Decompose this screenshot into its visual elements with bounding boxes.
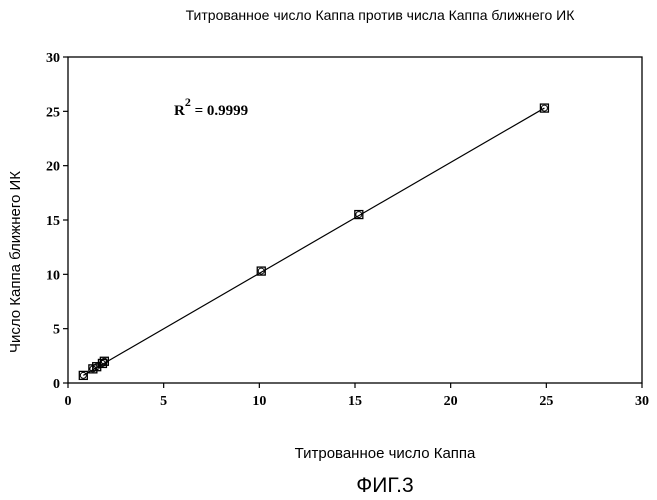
r-squared-annotation: R2 = 0.9999: [174, 95, 248, 119]
y-axis-ticks: 0 5 10 15 20 25 30: [46, 51, 68, 392]
y-tick-label: 5: [53, 323, 60, 338]
y-axis-label: Число Каппа ближнего ИК: [7, 171, 24, 353]
fit-line: [83, 108, 544, 375]
x-tick-label: 20: [444, 394, 458, 409]
y-tick-label: 15: [46, 214, 60, 229]
y-tick-label: 10: [46, 268, 60, 283]
r-squared-value: = 0.9999: [191, 103, 248, 119]
y-tick-label: 0: [53, 377, 60, 392]
y-tick-label: 20: [46, 160, 60, 175]
x-tick-label: 25: [539, 394, 553, 409]
x-tick-label: 15: [348, 394, 362, 409]
x-tick-label: 0: [65, 394, 72, 409]
r-squared-base: R: [174, 103, 185, 119]
y-tick-label: 30: [46, 51, 60, 66]
x-axis-ticks: 0 5 10 15 20 25 30: [65, 383, 650, 409]
x-tick-label: 10: [252, 394, 266, 409]
chart-title: Титрованное число Каппа против числа Кап…: [186, 7, 576, 23]
x-tick-label: 5: [160, 394, 167, 409]
x-tick-label: 30: [635, 394, 649, 409]
y-tick-label: 25: [46, 105, 60, 120]
figure-caption: ФИГ.3: [356, 474, 413, 497]
x-axis-label: Титрованное число Каппа: [295, 445, 476, 462]
